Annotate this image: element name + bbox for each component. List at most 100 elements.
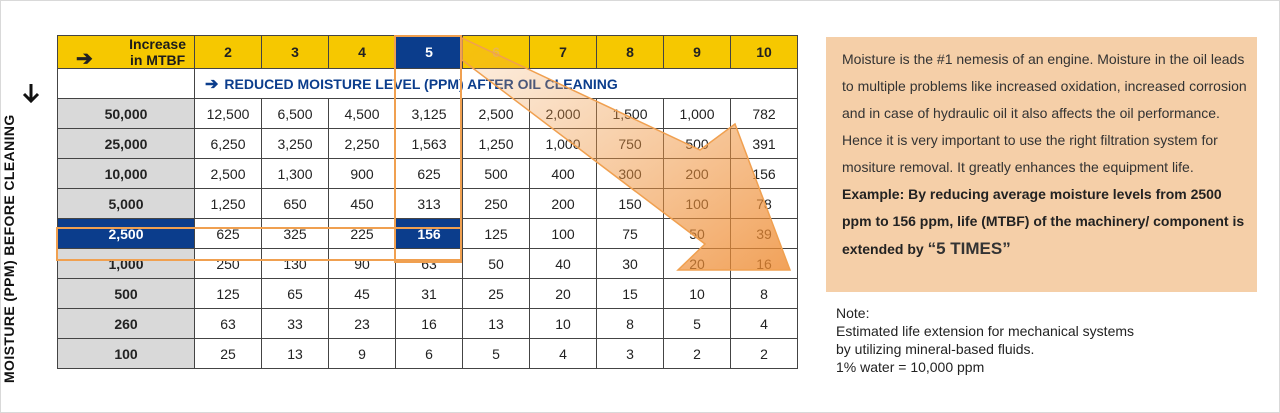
- value-cell: 250: [194, 248, 262, 279]
- table-row: 5,000 1,250 650 450 313 250 200 150 100 78: [57, 188, 798, 219]
- before-cleaning-cell: 260: [57, 308, 195, 339]
- info-text: Moisture is the #1 nemesis of an engine.…: [842, 51, 1247, 175]
- value-cell: 1,500: [596, 98, 664, 129]
- value-cell: 6,500: [261, 98, 329, 129]
- value-cell: 63: [194, 308, 262, 339]
- value-cell: 450: [328, 188, 396, 219]
- table-row: 25,000 6,250 3,250 2,250 1,563 1,250 1,000 750 5…: [57, 128, 798, 159]
- value-cell: 156: [730, 158, 798, 189]
- value-cell: 2,000: [529, 98, 597, 129]
- value-cell: 1,300: [261, 158, 329, 189]
- table-row: 260 63 33 23 16 13 10 8 5 4: [57, 308, 798, 339]
- value-cell: 63: [395, 248, 463, 279]
- corner-label: Increase in MTBF: [129, 36, 186, 68]
- subheader: ➔ REDUCED MOISTURE LEVEL (PPM) AFTER OIL …: [194, 68, 798, 99]
- example-text: Example: By reducing average moisture le…: [842, 186, 1245, 257]
- value-cell: 125: [194, 278, 262, 309]
- value-cell: 9: [328, 338, 396, 369]
- value-cell: 100: [663, 188, 731, 219]
- value-cell: 39: [730, 218, 798, 249]
- value-cell: 13: [261, 338, 329, 369]
- mtbf-header-cell-selected: 5: [395, 35, 463, 69]
- value-cell: 125: [462, 218, 530, 249]
- value-cell: 65: [261, 278, 329, 309]
- value-cell: 1,563: [395, 128, 463, 159]
- mtbf-header-row: ➔ Increase in MTBF 2 3 4 5 6 7 8 9 10: [57, 35, 798, 70]
- value-cell: 325: [261, 218, 329, 249]
- value-cell: 10: [529, 308, 597, 339]
- value-cell: 391: [730, 128, 798, 159]
- value-cell: 13: [462, 308, 530, 339]
- value-cell: 20: [529, 278, 597, 309]
- note: Note: Estimated life extension for mecha…: [836, 304, 1256, 376]
- table-row: 100 25 13 9 6 5 4 3 2 2: [57, 338, 798, 369]
- mtbf-header-cell: 3: [261, 35, 329, 69]
- value-cell: 33: [261, 308, 329, 339]
- value-cell: 50: [462, 248, 530, 279]
- mtbf-header-cell: 10: [730, 35, 798, 69]
- moisture-table: ➔ Increase in MTBF 2 3 4 5 6 7 8 9 10 ➔ R…: [57, 35, 798, 369]
- corner-cell: ➔ Increase in MTBF: [57, 35, 195, 70]
- mtbf-header-cell: 8: [596, 35, 664, 69]
- before-cleaning-cell: 100: [57, 338, 195, 369]
- value-cell: 1,250: [194, 188, 262, 219]
- value-cell: 8: [596, 308, 664, 339]
- mtbf-header-cell: 7: [529, 35, 597, 69]
- value-cell: 156: [395, 218, 463, 249]
- value-cell: 100: [529, 218, 597, 249]
- value-cell: 8: [730, 278, 798, 309]
- before-cleaning-cell: 5,000: [57, 188, 195, 219]
- value-cell: 2,500: [194, 158, 262, 189]
- note-title: Note:: [836, 305, 870, 321]
- mtbf-header-cell: 2: [194, 35, 262, 69]
- info-panel: Moisture is the #1 nemesis of an engine.…: [826, 37, 1257, 292]
- value-cell: 313: [395, 188, 463, 219]
- table-row: 50,000 12,500 6,500 4,500 3,125 2,500 2,000 1,5…: [57, 98, 798, 129]
- value-cell: 2,250: [328, 128, 396, 159]
- value-cell: 2: [663, 338, 731, 369]
- value-cell: 2,500: [462, 98, 530, 129]
- note-line: Estimated life extension for mechanical …: [836, 323, 1135, 339]
- value-cell: 25: [194, 338, 262, 369]
- value-cell: 782: [730, 98, 798, 129]
- side-axis-label: [16, 82, 46, 382]
- value-cell: 31: [395, 278, 463, 309]
- note-line: 1% water = 10,000 ppm: [836, 359, 985, 375]
- value-cell: 25: [462, 278, 530, 309]
- mtbf-header-cell: 9: [663, 35, 731, 69]
- value-cell: 10: [663, 278, 731, 309]
- value-cell: 20: [663, 248, 731, 279]
- value-cell: 200: [529, 188, 597, 219]
- value-cell: 78: [730, 188, 798, 219]
- value-cell: 5: [663, 308, 731, 339]
- value-cell: 15: [596, 278, 664, 309]
- value-cell: 150: [596, 188, 664, 219]
- arrow-right-icon: ➔: [76, 48, 93, 70]
- value-cell: 650: [261, 188, 329, 219]
- value-cell: 4: [529, 338, 597, 369]
- side-axis-text: MOISTURE (PPM) BEFORE CLEANING: [1, 114, 17, 383]
- note-line: by utilizing mineral-based fluids.: [836, 341, 1035, 357]
- value-cell: 4: [730, 308, 798, 339]
- value-cell: 1,000: [663, 98, 731, 129]
- table-row: 2,500 625 325 225 156 125 100 75 50 39: [57, 218, 798, 249]
- mtbf-header-cell: 4: [328, 35, 396, 69]
- value-cell: 3: [596, 338, 664, 369]
- value-cell: 45: [328, 278, 396, 309]
- table-row: 500 125 65 45 31 25 20 15 10 8: [57, 278, 798, 309]
- value-cell: 200: [663, 158, 731, 189]
- value-cell: 6: [395, 338, 463, 369]
- value-cell: 1,250: [462, 128, 530, 159]
- table-row: 1,000 250 130 90 63 50 40 30 20 16: [57, 248, 798, 279]
- value-cell: 1,000: [529, 128, 597, 159]
- value-cell: 90: [328, 248, 396, 279]
- value-cell: 75: [596, 218, 664, 249]
- value-cell: 130: [261, 248, 329, 279]
- value-cell: 625: [194, 218, 262, 249]
- value-cell: 3,250: [261, 128, 329, 159]
- value-cell: 900: [328, 158, 396, 189]
- table-row: 10,000 2,500 1,300 900 625 500 400 300 200 156: [57, 158, 798, 189]
- emphasis-text: “5 TIMES”: [927, 239, 1011, 258]
- value-cell: 5: [462, 338, 530, 369]
- value-cell: 16: [730, 248, 798, 279]
